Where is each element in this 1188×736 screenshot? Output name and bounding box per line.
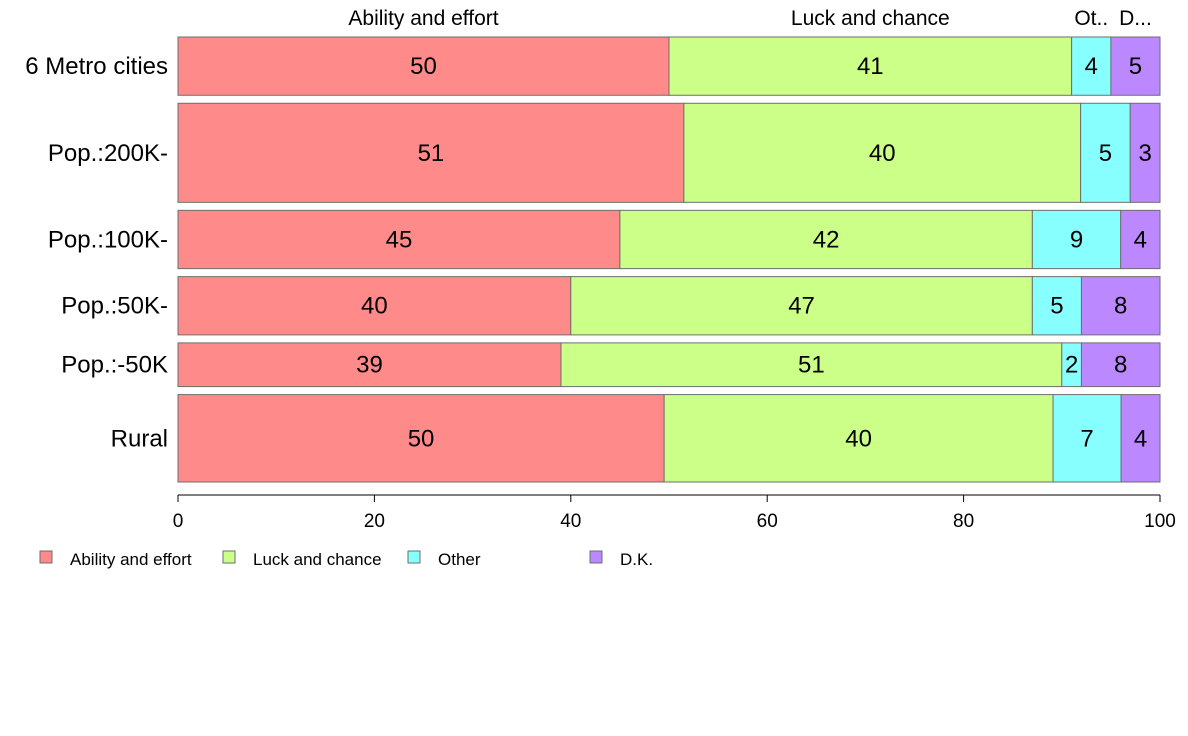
- bar-pop-50k-d-k: [1080, 342, 1161, 388]
- x-tick-label-80: 80: [953, 511, 974, 532]
- legend-label-luck-and-chance: Luck and chance: [253, 550, 382, 569]
- data-label-pop-50k-d-k: 8: [1114, 352, 1127, 379]
- bar-6-metro-cities-ability-and-effort: [177, 36, 670, 96]
- data-label-rural-luck-and-chance: 40: [845, 425, 872, 452]
- legend-swatch-d-k: [589, 550, 603, 564]
- bar-6-metro-cities-luck-and-chance: [668, 36, 1073, 96]
- series-header-luck-and-chance: Luck and chance: [791, 7, 950, 30]
- bar-pop-50k-ability-and-effort: [177, 276, 572, 336]
- legend-label-other: Other: [438, 550, 481, 569]
- series-header-ability-and-effort: Ability and effort: [348, 7, 498, 30]
- data-label-pop-50k-other: 2: [1065, 352, 1078, 379]
- data-label-pop-200k-luck-and-chance: 40: [869, 140, 896, 167]
- x-tick-label-40: 40: [560, 511, 581, 532]
- legend-swatch-ability-and-effort: [39, 550, 53, 564]
- bar-pop-100k-ability-and-effort: [177, 209, 621, 270]
- data-label-6-metro-cities-d-k: 5: [1129, 53, 1142, 80]
- x-tick-label-0: 0: [173, 511, 184, 532]
- data-label-pop-50k-luck-and-chance: 47: [788, 293, 815, 320]
- data-label-pop-50k-d-k: 8: [1114, 293, 1127, 320]
- category-label-pop-50k: Pop.:50K-: [61, 293, 168, 320]
- bars-group: 50 41 4 551 40 5 345 42 9 440 47 5 839 51 2 850 40 7 4: [177, 36, 1161, 483]
- series-header-other: Ot..: [1074, 7, 1108, 30]
- series-header-d-k: D...: [1119, 7, 1152, 30]
- data-label-pop-200k-ability-and-effort: 51: [418, 140, 445, 167]
- data-label-6-metro-cities-luck-and-chance: 41: [857, 53, 884, 80]
- bar-pop-200k-other: [1080, 102, 1131, 203]
- legend: Ability and effort Luck and chance Other D.…: [39, 550, 653, 569]
- category-labels: 6 Metro cities Pop.:200K- Pop.:100K- Pop.:5…: [25, 53, 168, 452]
- bar-pop-100k-d-k: [1120, 209, 1161, 270]
- bar-pop-200k-luck-and-chance: [683, 102, 1082, 203]
- x-tick-label-100: 100: [1144, 511, 1176, 532]
- legend-label-ability-and-effort: Ability and effort: [70, 550, 192, 569]
- bar-pop-200k-ability-and-effort: [177, 102, 685, 203]
- legend-label-d-k: D.K.: [620, 550, 653, 569]
- data-label-pop-50k-ability-and-effort: 39: [356, 352, 383, 379]
- category-label-pop-100k: Pop.:100K-: [48, 226, 168, 253]
- x-axis: 0 20 40 60 80 100: [173, 494, 1176, 532]
- bar-6-metro-cities-other: [1071, 36, 1112, 96]
- data-label-rural-other: 7: [1080, 425, 1093, 452]
- data-label-6-metro-cities-ability-and-effort: 50: [410, 53, 437, 80]
- category-label-rural: Rural: [111, 425, 168, 452]
- bar-6-metro-cities-d-k: [1110, 36, 1161, 96]
- bar-rural-ability-and-effort: [177, 394, 665, 483]
- bar-pop-200k-d-k: [1129, 102, 1161, 203]
- bar-rural-other: [1052, 394, 1122, 483]
- data-label-pop-200k-d-k: 3: [1138, 140, 1151, 167]
- bar-rural-luck-and-chance: [663, 394, 1054, 483]
- data-label-rural-d-k: 4: [1134, 425, 1147, 452]
- series-header-labels: Ability and effort Luck and chance Ot.. D..…: [348, 7, 1151, 30]
- legend-swatch-luck-and-chance: [222, 550, 236, 564]
- data-label-rural-ability-and-effort: 50: [408, 425, 435, 452]
- bar-pop-50k-luck-and-chance: [560, 342, 1063, 388]
- bar-pop-50k-d-k: [1080, 276, 1161, 336]
- data-label-pop-200k-other: 5: [1099, 140, 1112, 167]
- category-label-pop-200k: Pop.:200K-: [48, 140, 168, 167]
- data-label-pop-100k-d-k: 4: [1134, 226, 1147, 253]
- data-label-pop-50k-luck-and-chance: 51: [798, 352, 825, 379]
- data-label-6-metro-cities-other: 4: [1085, 53, 1098, 80]
- bar-pop-50k-luck-and-chance: [570, 276, 1033, 336]
- data-label-pop-100k-luck-and-chance: 42: [813, 226, 840, 253]
- data-label-pop-50k-other: 5: [1050, 293, 1063, 320]
- data-label-pop-50k-ability-and-effort: 40: [361, 293, 388, 320]
- category-label-6-metro-cities: 6 Metro cities: [25, 53, 168, 80]
- legend-swatch-other: [407, 550, 421, 564]
- x-tick-label-60: 60: [757, 511, 778, 532]
- x-tick-label-20: 20: [364, 511, 385, 532]
- data-label-pop-100k-ability-and-effort: 45: [386, 226, 413, 253]
- bar-pop-50k-ability-and-effort: [177, 342, 562, 388]
- category-label-pop-50k: Pop.:-50K: [61, 352, 168, 379]
- bar-rural-d-k: [1120, 394, 1161, 483]
- data-label-pop-100k-other: 9: [1070, 226, 1083, 253]
- bar-pop-100k-luck-and-chance: [619, 209, 1033, 270]
